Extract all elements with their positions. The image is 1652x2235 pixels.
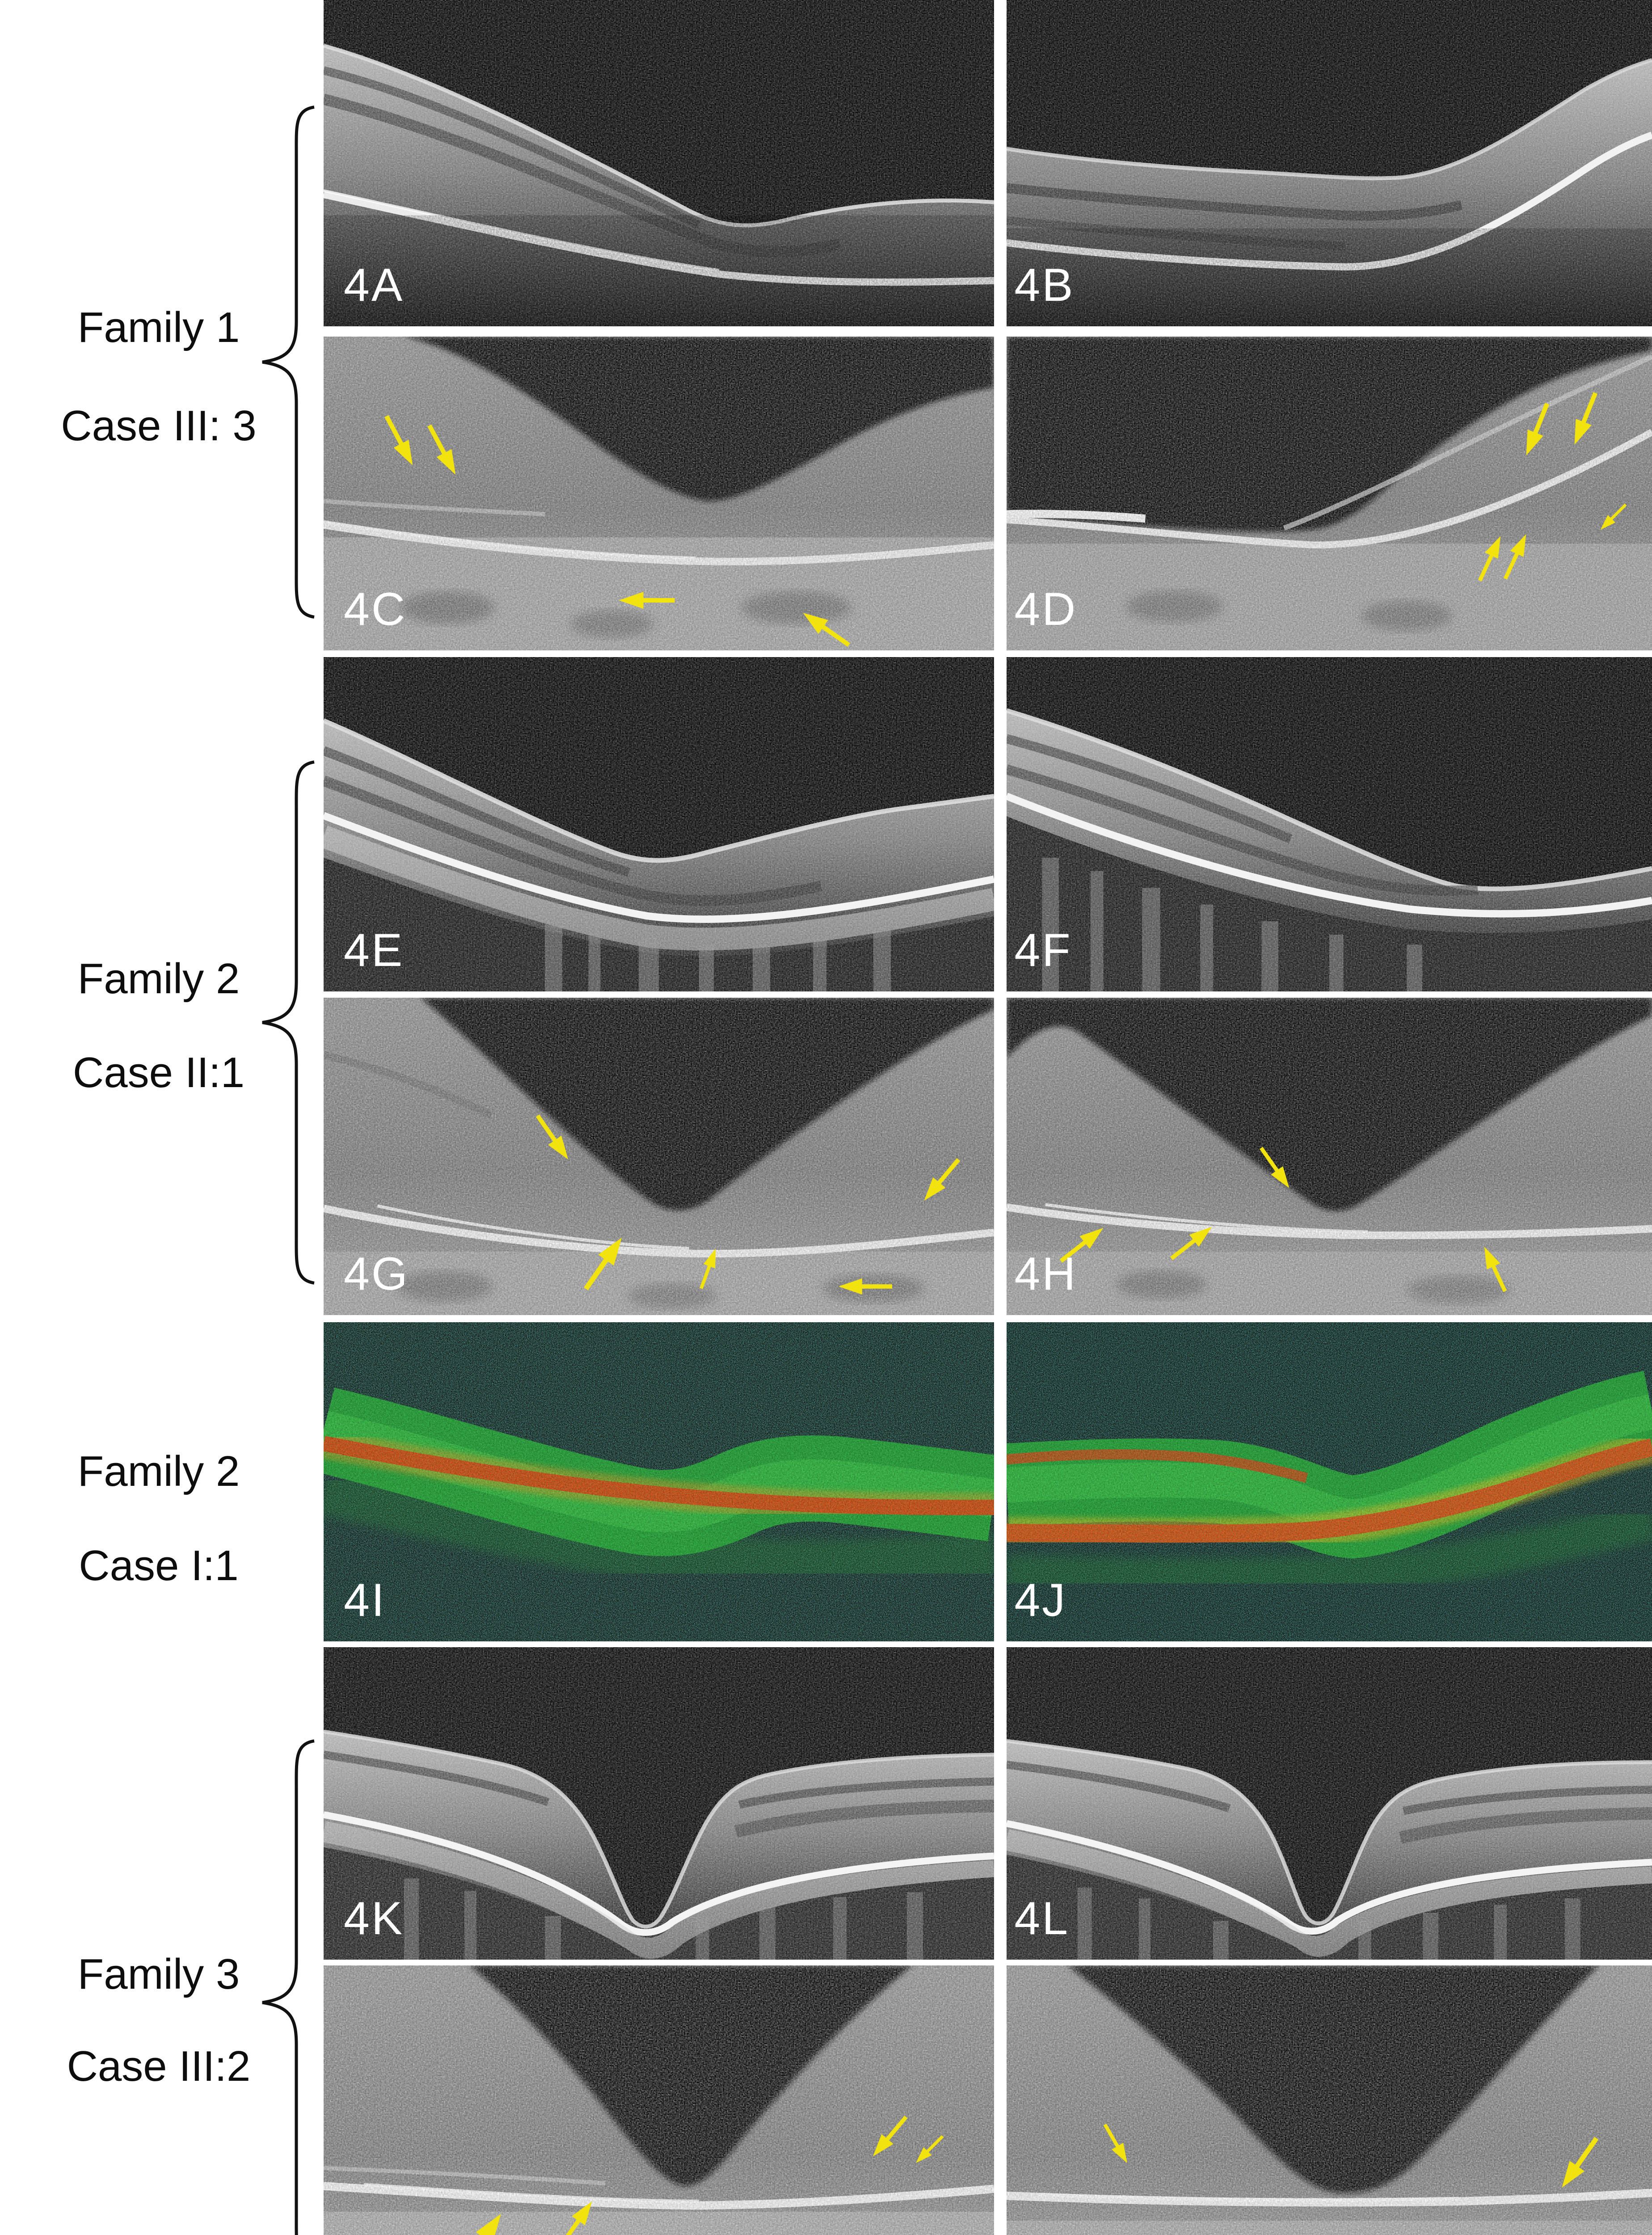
panel-4d: 4D [1007,337,1652,650]
panel-label: 4C [344,586,407,633]
panel-label: 4J [1014,1577,1067,1624]
oct-image [324,1965,994,2235]
oct-image [1007,1647,1652,1960]
annotation-arrow-icon [839,1278,892,1296]
panel-4k: 4K [324,1647,994,1960]
annotation-arrow-icon [619,590,675,610]
panel-4m: 4M [324,1965,994,2235]
panel-4b: 4B [1007,0,1652,326]
oct-image [1007,337,1652,650]
panel-label: 4L [1014,1895,1070,1942]
family-2b-case-label: Case I:1 [9,1544,308,1587]
panel-4g: 4G [324,998,994,1315]
panel-label: 4H [1014,1251,1077,1297]
oct-image [324,998,994,1315]
panel-4h: 4H [1007,998,1652,1315]
panel-4i: 4I [324,1322,994,1641]
panel-4a: 4A [324,0,994,326]
panel-4c: 4C [324,337,994,650]
oct-image [1007,657,1652,991]
oct-image [324,1647,994,1960]
panel-label: 4I [344,1577,386,1624]
panel-4l: 4L [1007,1647,1652,1960]
oct-image [1007,1965,1652,2235]
oct-image [324,0,994,326]
panel-4e: 4E [324,657,994,991]
panel-label: 4A [344,262,404,308]
family-2b-label: Family 2 [9,1450,308,1493]
panel-4n: 4N [1007,1965,1652,2235]
oct-image [324,657,994,991]
panel-label: 4K [344,1895,404,1942]
family-2-brace [257,760,317,1285]
family-3-brace [257,1739,317,2235]
panel-label: 4F [1014,927,1072,974]
oct-image [1007,0,1652,326]
oct-image [324,1322,994,1641]
panel-label: 4B [1014,262,1075,308]
panel-label: 4E [344,927,404,974]
oct-image [1007,998,1652,1315]
panel-4f: 4F [1007,657,1652,991]
panel-label: 4G [344,1251,409,1297]
family-1-brace [257,105,317,619]
oct-image [1007,1322,1652,1641]
figure-page: Family 1 Case III: 3 Family 2 Case II:1 … [0,0,1652,2235]
panel-4j: 4J [1007,1322,1652,1641]
panel-label: 4D [1014,586,1077,633]
